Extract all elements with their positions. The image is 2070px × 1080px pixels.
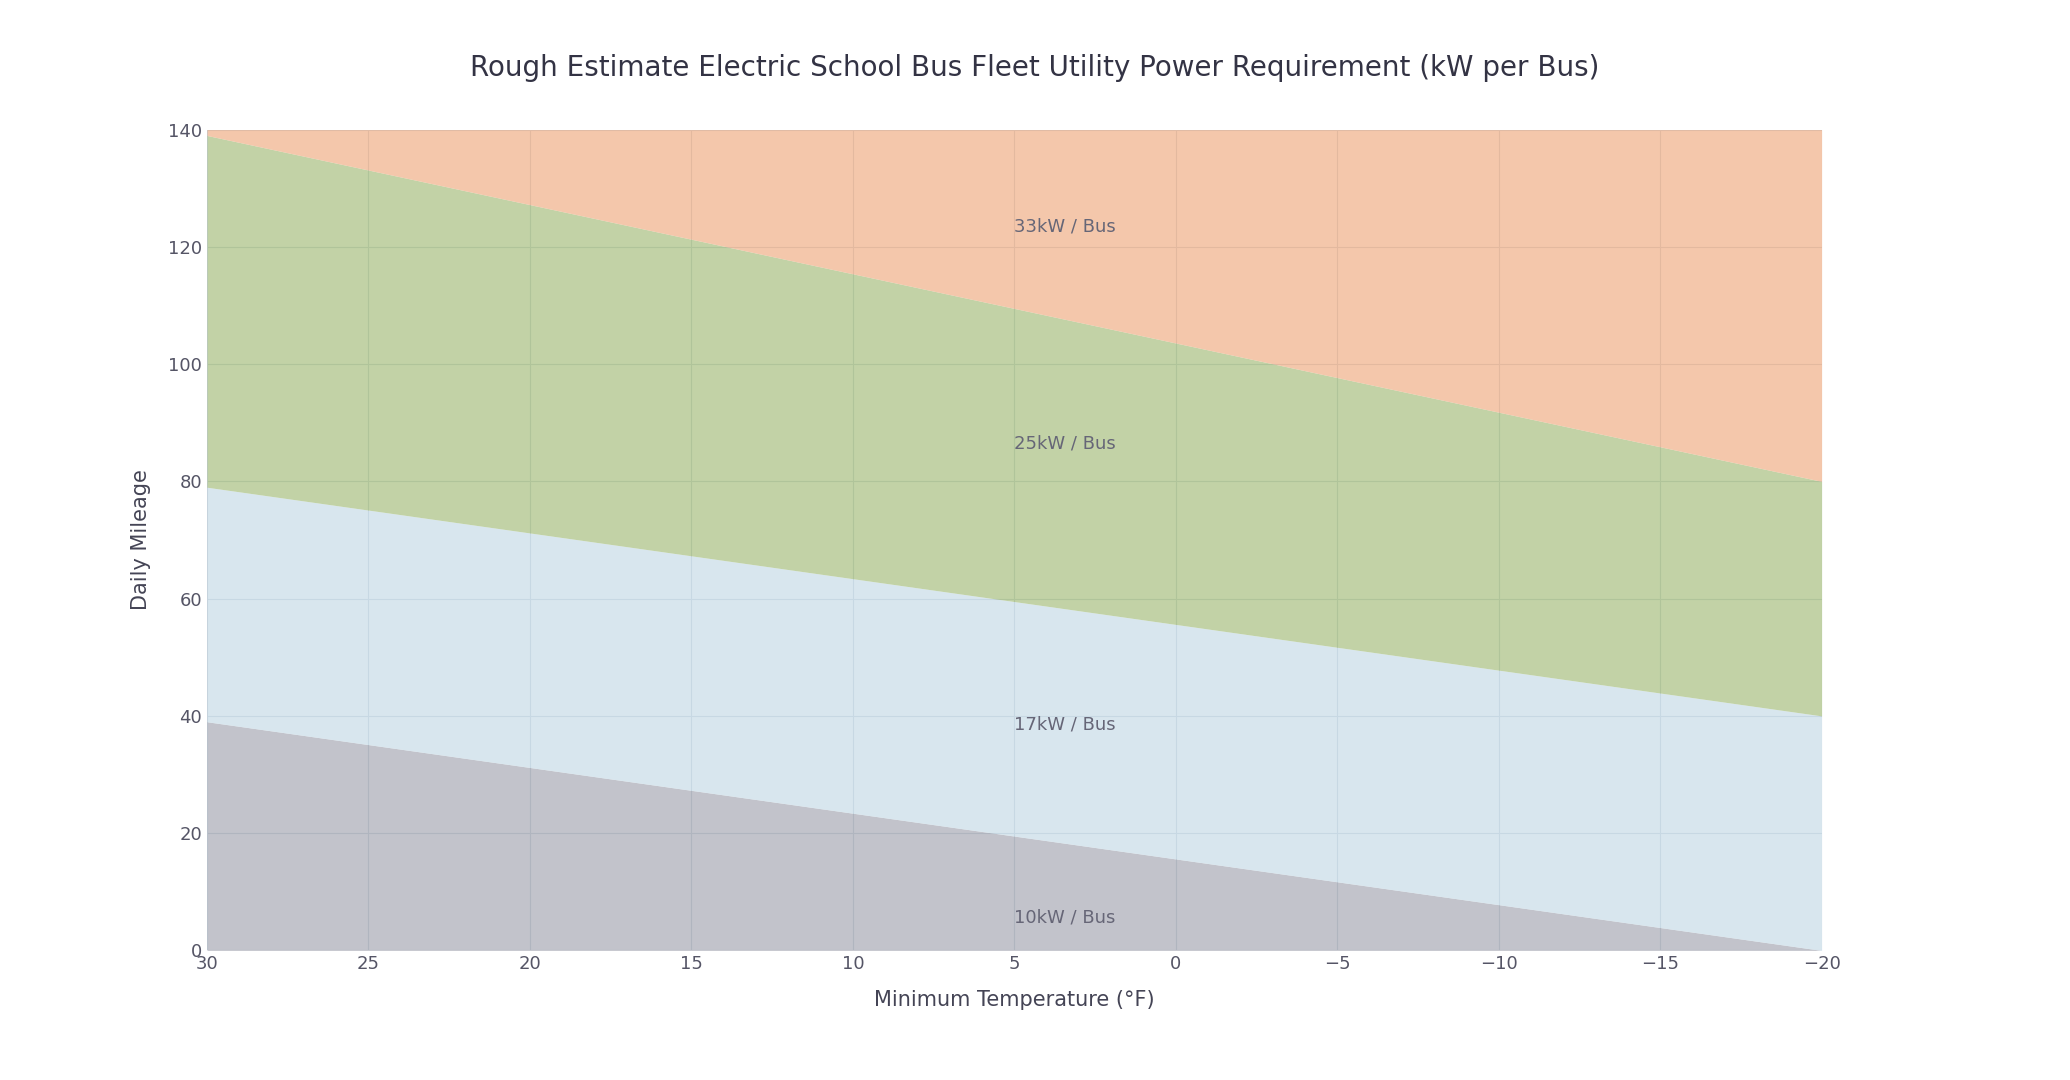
Text: Rough Estimate Electric School Bus Fleet Utility Power Requirement (kW per Bus): Rough Estimate Electric School Bus Fleet… <box>470 54 1600 82</box>
Y-axis label: Daily Mileage: Daily Mileage <box>130 470 151 610</box>
Text: 33kW / Bus: 33kW / Bus <box>1014 217 1116 235</box>
Text: 25kW / Bus: 25kW / Bus <box>1014 434 1116 453</box>
Text: 17kW / Bus: 17kW / Bus <box>1014 715 1116 733</box>
X-axis label: Minimum Temperature (°F): Minimum Temperature (°F) <box>874 990 1155 1010</box>
Text: 10kW / Bus: 10kW / Bus <box>1014 909 1116 927</box>
